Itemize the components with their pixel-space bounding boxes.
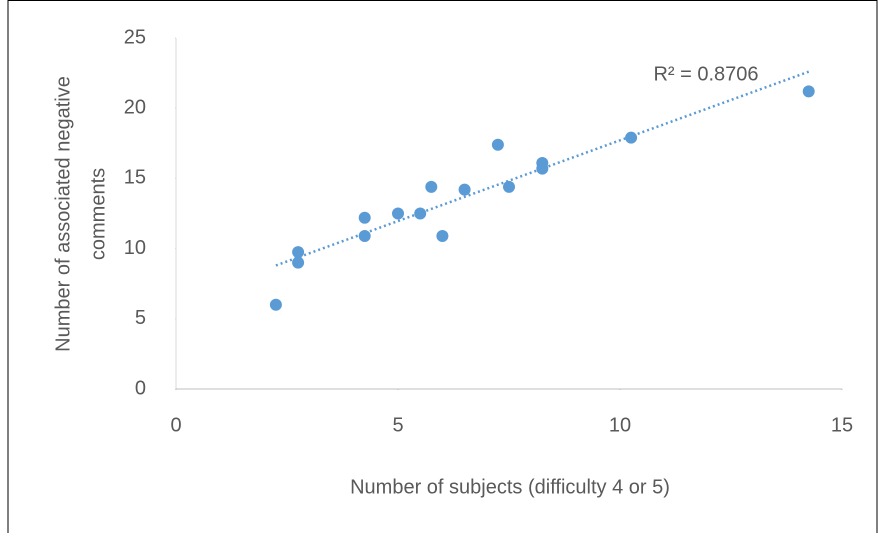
y-tick-label: 10 [124, 237, 146, 259]
point [425, 180, 438, 193]
point [491, 138, 504, 151]
x-tick-label: 5 [392, 414, 403, 436]
point [358, 229, 371, 242]
point [458, 183, 471, 196]
y-tick-label: 0 [135, 377, 146, 399]
y-tick-label: 20 [124, 96, 146, 118]
y-tick-label: 5 [135, 307, 146, 329]
point [536, 162, 549, 175]
point [392, 207, 404, 220]
trendline-label: R² = 0.8706 [653, 63, 758, 85]
x-axis-label: Number of subjects (difficulty 4 or 5) [350, 476, 670, 498]
point [269, 298, 282, 311]
y-tick-label: 25 [124, 26, 146, 48]
point [503, 180, 515, 193]
point [625, 131, 638, 144]
point [292, 246, 305, 259]
x-tick-label: 15 [831, 414, 853, 436]
point [802, 85, 815, 98]
x-tick-label: 0 [170, 414, 181, 436]
point [292, 256, 305, 269]
x-tick-label: 10 [609, 414, 631, 436]
point [358, 211, 371, 224]
point [436, 229, 449, 242]
point [414, 207, 427, 220]
y-axis-label: comments [87, 168, 109, 260]
y-tick-label: 15 [124, 167, 146, 189]
y-axis-label: Number of associated negative [52, 76, 74, 352]
chart-frame [7, 0, 878, 538]
